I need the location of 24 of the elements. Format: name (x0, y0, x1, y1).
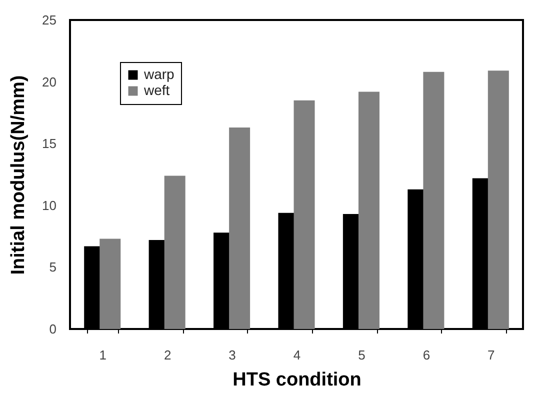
bar (358, 92, 380, 329)
bar (100, 238, 121, 329)
y-tick-label: 20 (42, 74, 56, 90)
y-tick-label: 15 (42, 136, 56, 152)
bar (423, 72, 444, 329)
y-tick-label: 5 (49, 260, 56, 275)
x-tick-label: 4 (293, 348, 301, 362)
bar (164, 176, 186, 329)
bar (294, 100, 315, 329)
y-tick-label: 10 (42, 198, 56, 213)
x-tick-label: 7 (488, 348, 495, 362)
bar (488, 70, 509, 329)
x-tick-label: 6 (422, 348, 430, 362)
legend-label: warp (143, 66, 175, 82)
x-tick-label: 3 (228, 348, 236, 362)
bar (229, 128, 250, 329)
x-tick-label: 1 (99, 348, 106, 362)
y-tick-label: 0 (49, 322, 56, 336)
x-tick-label: 2 (164, 348, 172, 362)
x-axis-title: HTS condition (232, 370, 362, 390)
y-tick-label: 25 (42, 12, 56, 28)
x-tick-label: 5 (358, 348, 366, 362)
y-axis-title: Initial modulus(N/mm) (8, 75, 30, 275)
legend-label: weft (143, 82, 170, 98)
